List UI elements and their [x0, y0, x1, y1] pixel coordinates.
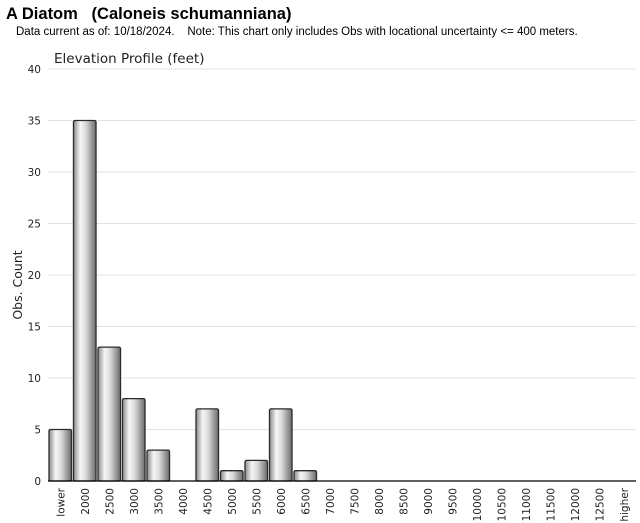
x-tick-label: 3000: [129, 488, 141, 515]
x-tick-label: 6000: [276, 488, 288, 515]
chart-title: A Diatom (Caloneis schumanniana): [6, 5, 292, 23]
bar-3000: [121, 397, 146, 482]
bar-4500: [195, 408, 220, 482]
x-tick-label: 11000: [521, 488, 533, 521]
x-tick-label: 11500: [545, 488, 557, 521]
x-tick-label: 5500: [251, 488, 263, 515]
x-tick-label: 2000: [80, 488, 92, 515]
bar-5000: [219, 470, 244, 482]
grid-lines: [48, 68, 636, 430]
y-tick-label: 35: [28, 116, 41, 128]
y-tick-label: 20: [28, 270, 41, 282]
x-tick-labels: lower 2000 2500 3000 3500 4000 4500 5000 5500 600…: [55, 487, 631, 521]
y-tick-label: 0: [34, 476, 41, 488]
chart-subtitle: Data current as of: 10/18/2024. Note: Th…: [16, 26, 578, 38]
x-tick-label: 4500: [202, 488, 214, 515]
x-tick-label: 10000: [472, 488, 484, 521]
bar-3500: [146, 449, 171, 482]
x-tick-label: 12500: [594, 488, 606, 521]
bar-lower: [48, 428, 73, 482]
bar-2000: [72, 119, 97, 482]
x-tick-label: 12000: [570, 488, 582, 521]
bar-6500: [293, 470, 318, 482]
y-tick-label: 10: [28, 373, 41, 385]
x-tick-label: 7000: [325, 488, 337, 515]
y-tick-label: 15: [28, 322, 41, 334]
x-tick-label: 9000: [423, 488, 435, 515]
bar-5500: [244, 459, 269, 482]
y-tick-label: 25: [28, 219, 41, 231]
y-tick-label: 40: [28, 64, 41, 76]
bar-2500: [97, 346, 122, 482]
x-tick-label: 2500: [104, 488, 116, 515]
x-tick-label: 5000: [227, 488, 239, 515]
x-tick-label: 7500: [349, 488, 361, 515]
x-tick-label: 6500: [300, 488, 312, 515]
plot-title: Elevation Profile (feet): [54, 51, 204, 67]
x-tick-label: lower: [55, 487, 67, 516]
y-tick-label: 30: [28, 167, 41, 179]
y-axis-label: Obs. Count: [10, 250, 25, 319]
y-tick-label: 5: [34, 425, 41, 437]
x-tick-label: 4000: [178, 488, 190, 515]
x-tick-label: 10500: [496, 488, 508, 521]
bar-6000: [268, 408, 293, 482]
x-tick-label: 8500: [398, 488, 410, 515]
x-tick-label: higher: [619, 487, 631, 521]
x-tick-label: 3500: [153, 488, 165, 515]
x-tick-label: 9500: [447, 488, 459, 515]
x-tick-label: 8000: [374, 488, 386, 515]
bars: [48, 119, 318, 482]
y-tick-labels: 0 5 10 15 20 25 30 35 40: [28, 64, 41, 488]
